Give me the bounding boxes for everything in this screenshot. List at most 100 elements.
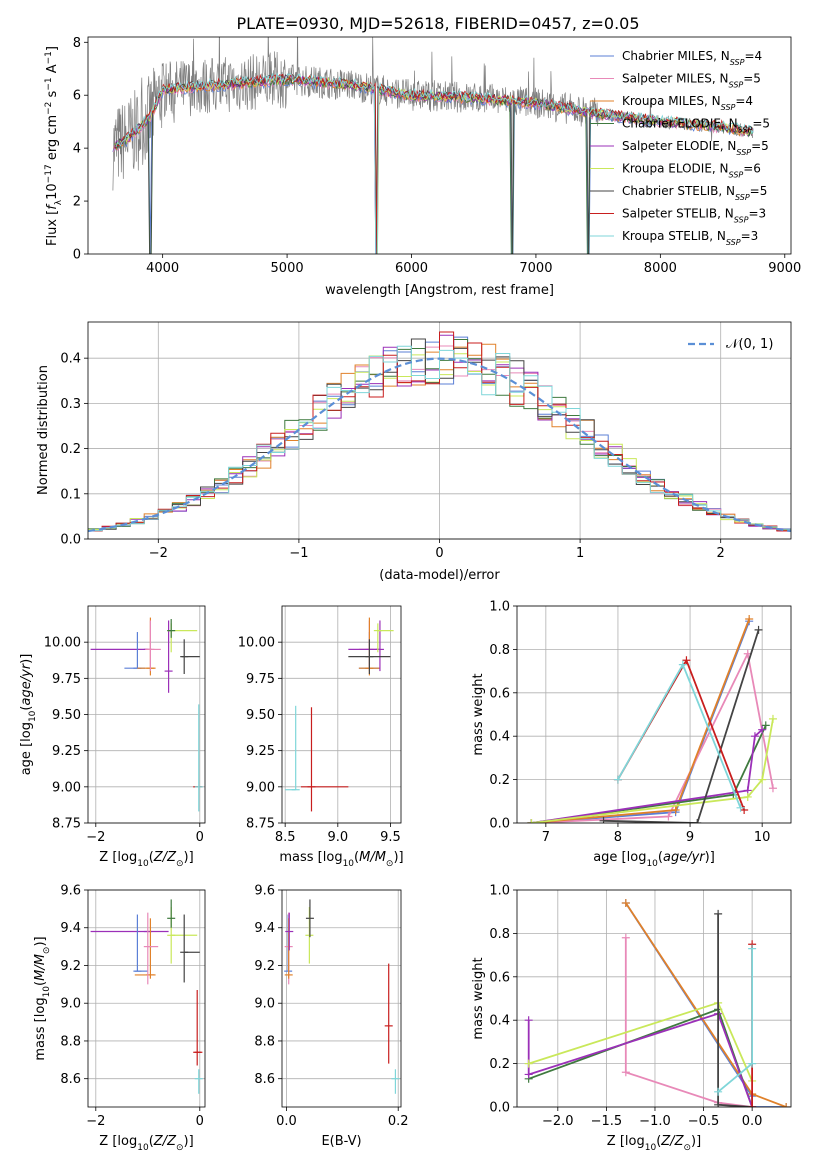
panel-spectrum: 4000 5000 6000 7000 8000 9000 0 2 4 6 8 wavelength … [44, 36, 801, 298]
weight-marker-kroupa_miles [621, 899, 630, 908]
x-tick-label: −2 [86, 1114, 105, 1129]
weight-marker-salpeter_miles [621, 933, 630, 942]
y-tick-label: 9.6 [254, 884, 275, 899]
weight-marker-kroupa_miles [782, 1103, 791, 1107]
y-tick-label: 0.3 [60, 397, 81, 412]
weight-line-chabrier_stelib [603, 629, 760, 823]
y-tick-label: 0.8 [489, 643, 510, 658]
y-tick-label: 0.4 [489, 730, 510, 745]
legend-label-salpeter_miles: Salpeter MILES, NSSP=5 [622, 72, 761, 90]
weight-line-salpeter_miles [624, 937, 753, 1107]
y-tick-label: 0.6 [489, 970, 510, 985]
plot-area [524, 899, 791, 1107]
x-tick-label: 4000 [146, 261, 179, 276]
y-tick-label: 8.8 [60, 1034, 81, 1049]
weight-marker-salpeter_miles [664, 812, 673, 821]
weight-marker-chabrier_stelib [754, 625, 763, 634]
x-tick-label: 0 [196, 830, 204, 845]
panel-age_vs_mass: 8.5 9.0 9.5 8.75 9.00 9.25 9.50 9.75 10.00 mass [… [238, 605, 404, 869]
weight-line-chabrier_miles [531, 620, 751, 823]
weight-marker-salpeter_elodie [750, 732, 759, 741]
x-axis-label: Z [log10(Z/Z⊙)] [99, 1134, 193, 1153]
weight-marker-salpeter_stelib [682, 656, 691, 665]
figure-title: PLATE=0930, MJD=52618, FIBERID=0457, z=0… [236, 14, 639, 33]
y-tick-label: 0 [73, 248, 81, 263]
panel-age_vs_Z: −2 0 8.75 9.00 9.25 9.50 9.75 10.00 Z [log10(Z/Z… [19, 605, 206, 869]
x-tick-label: 2 [717, 546, 725, 561]
weight-line-salpeter_elodie [531, 729, 763, 823]
y-tick-label: 0.2 [489, 1057, 510, 1072]
plot-area [88, 331, 791, 533]
legend-label-salpeter_stelib: Salpeter STELIB, NSSP=3 [622, 207, 766, 225]
y-tick-label: 9.2 [254, 959, 275, 974]
plot-area [527, 615, 777, 823]
x-tick-label: 7 [542, 830, 550, 845]
weight-marker-salpeter_elodie [524, 1070, 533, 1079]
y-tick-label: 0.1 [60, 487, 81, 502]
x-tick-label: 9 [686, 830, 694, 845]
panel-mass_weight_vs_age: 7 8 9 10 0.0 0.2 0.4 0.6 0.8 1.0 age [log10(age/yr… [471, 600, 792, 869]
x-tick-label: −1.0 [639, 1114, 671, 1129]
y-tick-label: 9.4 [254, 921, 275, 936]
x-tick-label: −2 [149, 546, 168, 561]
weight-marker-salpeter_stelib [748, 1103, 757, 1107]
x-tick-label: 0.0 [742, 1114, 763, 1129]
y-tick-label: 10.00 [238, 636, 275, 651]
x-tick-label: 0.2 [388, 1114, 409, 1129]
y-axis-label: age [log10(age/yr)] [19, 654, 38, 776]
y-tick-label: 9.50 [246, 708, 275, 723]
y-axis-label: mass weight [471, 957, 486, 1039]
x-tick-label: 10 [754, 830, 771, 845]
x-tick-label: 0.0 [276, 1114, 297, 1129]
weight-marker-salpeter_elodie [758, 725, 767, 734]
weight-marker-kroupa_stelib [736, 803, 745, 812]
x-tick-label: 9.5 [380, 830, 401, 845]
y-axis-label: mass weight [471, 673, 486, 755]
legend: Chabrier MILES, NSSP=4 Salpeter MILES, NS… [590, 49, 770, 247]
legend-label-normal: 𝒩(0, 1) [726, 337, 773, 352]
plot-area [284, 899, 400, 1094]
legend-label-salpeter_elodie: Salpeter ELODIE, NSSP=5 [622, 139, 769, 157]
x-tick-label: −1 [289, 546, 308, 561]
weight-line-salpeter_miles [531, 650, 774, 823]
y-axis-label: Flux [fλ10−17 erg cm−2 s−1 A−1] [44, 46, 64, 246]
weight-marker-kroupa_miles [745, 615, 754, 624]
panel-mass_weight_vs_Z: −2.0 −1.5 −1.0 −0.5 0.0 0.0 0.2 0.4 0.6 0.8 1.0 Z [… [471, 884, 792, 1153]
plot-area [285, 617, 394, 812]
y-tick-label: 9.75 [52, 672, 81, 687]
y-tick-label: 10.00 [44, 636, 81, 651]
axes-frame [87, 605, 206, 824]
y-axis-label: mass [log10(M/M⊙)] [33, 936, 52, 1060]
y-axis-label: Normed distribution [36, 365, 51, 495]
x-tick-label: 8 [614, 830, 622, 845]
normal-curve [88, 357, 791, 533]
y-tick-label: 4 [73, 142, 81, 157]
weight-marker-kroupa_stelib [748, 944, 757, 953]
axes-frame [87, 321, 792, 540]
weight-marker-chabrier_stelib [714, 1100, 723, 1107]
weight-line-salpeter_elodie [527, 1012, 753, 1107]
y-tick-label: 8.8 [254, 1034, 275, 1049]
x-axis-label: Z [log10(Z/Z⊙)] [99, 850, 193, 869]
weight-marker-chabrier_stelib [714, 909, 723, 918]
plot-area [90, 899, 203, 1094]
y-tick-label: 9.00 [52, 780, 81, 795]
x-axis-label: (data-model)/error [379, 568, 500, 583]
x-tick-label: 8000 [644, 261, 677, 276]
x-tick-label: −2.0 [542, 1114, 574, 1129]
weight-marker-chabrier_stelib [693, 819, 702, 823]
x-axis-label: E(B-V) [321, 1134, 361, 1149]
y-tick-label: 9.0 [60, 997, 81, 1012]
legend-label-kroupa_miles: Kroupa MILES, NSSP=4 [622, 94, 753, 112]
x-tick-label: 1 [576, 546, 584, 561]
panel-residuals: −2 −1 0 1 2 0.0 0.1 0.2 0.3 0.4 (data-model)/error… [36, 321, 792, 583]
legend-label-kroupa_elodie: Kroupa ELODIE, NSSP=6 [622, 162, 761, 180]
y-tick-label: 0.6 [489, 686, 510, 701]
x-tick-label: 0 [196, 1114, 204, 1129]
axes-frame [281, 889, 402, 1108]
y-tick-label: 1.0 [489, 884, 510, 899]
weight-marker-kroupa_stelib [748, 1059, 757, 1068]
weight-marker-salpeter_miles [768, 784, 777, 793]
weight-marker-chabrier_stelib [599, 816, 608, 823]
